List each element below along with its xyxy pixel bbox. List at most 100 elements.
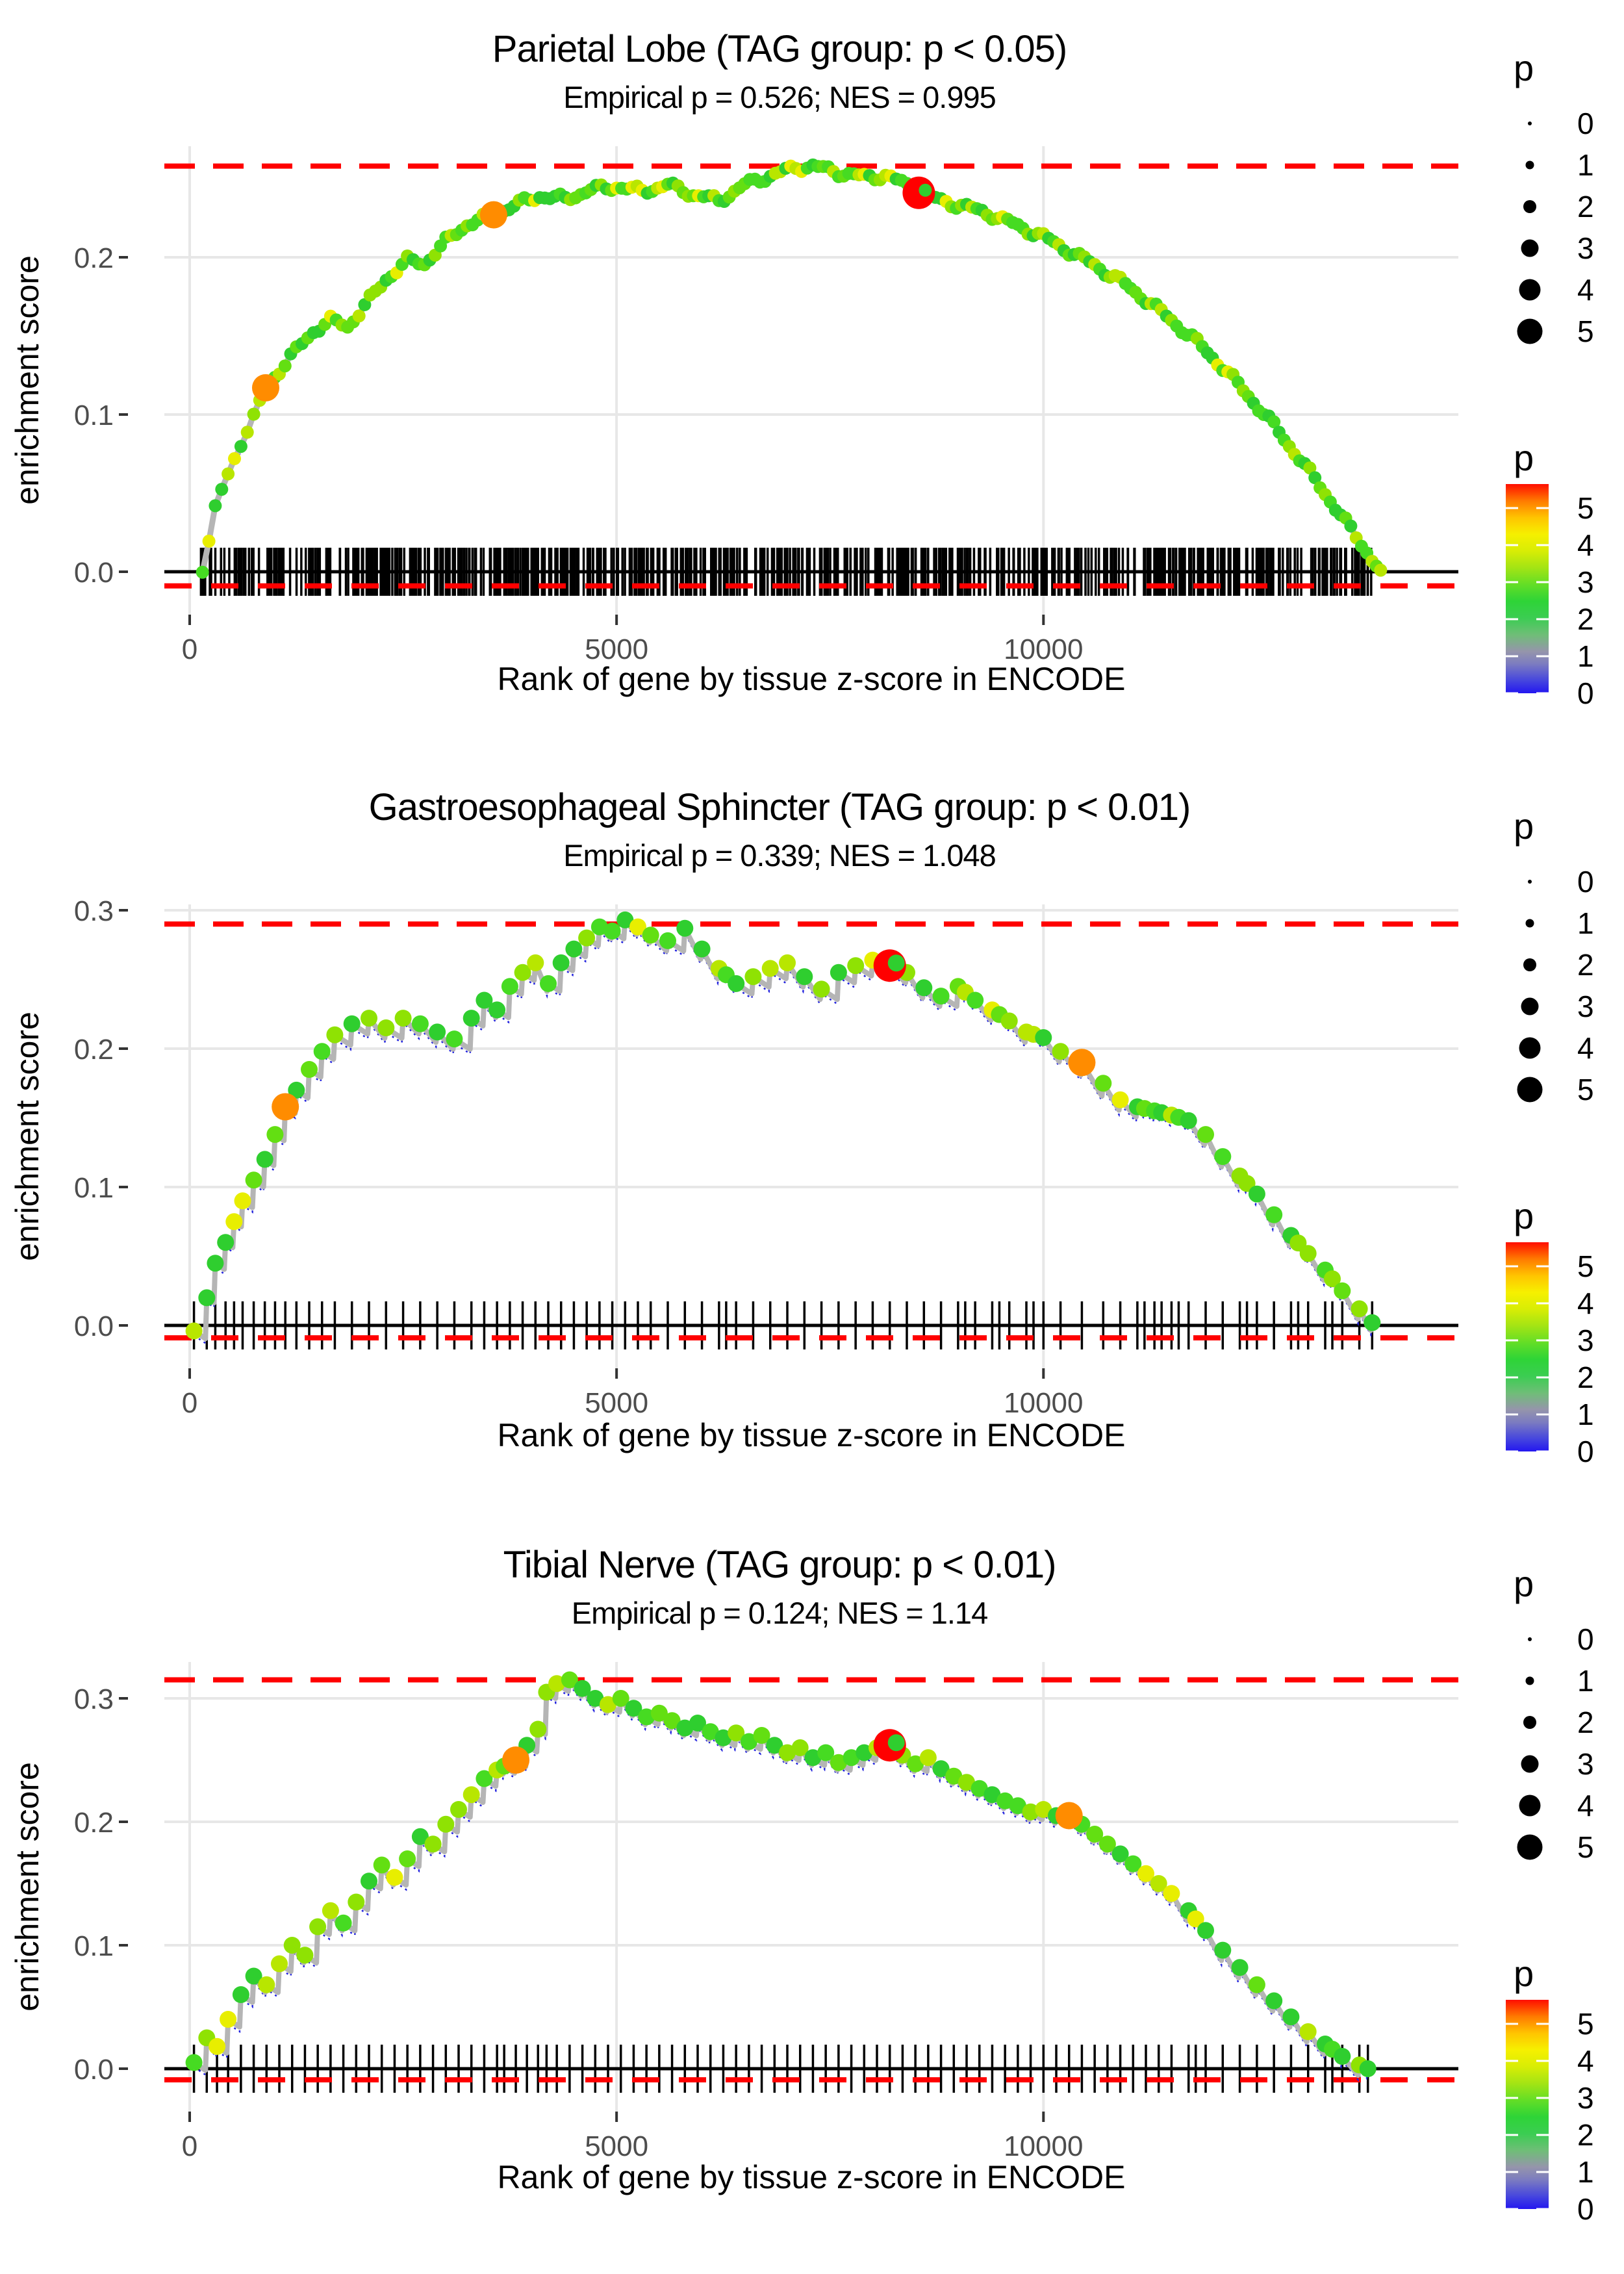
color-legend-label: 2	[1577, 2118, 1594, 2152]
color-legend-label: 5	[1577, 491, 1594, 525]
size-legend-label: 2	[1577, 190, 1594, 224]
y-tick-label: 0.0	[74, 2054, 114, 2086]
size-legend-label: 2	[1577, 948, 1594, 982]
size-legend-label: 0	[1577, 865, 1594, 899]
size-legend-dot	[1525, 160, 1534, 170]
size-legend-dot	[1517, 1077, 1543, 1103]
color-legend-bar	[1506, 1242, 1549, 1451]
panel-2-size-legend-title: p	[1514, 806, 1534, 847]
panel-1-es-line-blue	[201, 169, 1382, 578]
panel-1-y-axis-title: enrichment score	[9, 255, 45, 505]
panel-3-size-legend-title: p	[1514, 1563, 1534, 1604]
panel-3-size-legend: 0 1 2 3 4 5	[1517, 1622, 1594, 1864]
size-legend-label: 1	[1577, 148, 1594, 182]
panel-2-highlight-point	[1068, 1049, 1096, 1077]
panel-2-y-axis-title: enrichment score	[9, 1012, 45, 1261]
color-legend-label: 3	[1577, 1323, 1594, 1357]
panel-1-size-legend-title: p	[1514, 47, 1534, 88]
y-tick-label: 0.3	[74, 895, 114, 927]
size-legend-label: 4	[1577, 1031, 1594, 1065]
size-legend-dot	[1521, 997, 1539, 1016]
color-legend-label: 2	[1577, 602, 1594, 636]
color-legend-bar	[1506, 484, 1549, 693]
panel-2-subtitle: Empirical p = 0.339; NES = 1.048	[563, 838, 996, 873]
size-legend-dot	[1523, 200, 1536, 213]
panel-1-x-axis-title: Rank of gene by tissue z-score in ENCODE	[497, 661, 1126, 697]
panel-3-highlight-overlap-dot	[887, 1734, 905, 1752]
size-legend-label: 4	[1577, 273, 1594, 307]
panel-2-x-axis-title: Rank of gene by tissue z-score in ENCODE	[497, 1417, 1126, 1453]
x-tick-label: 5000	[585, 633, 648, 665]
panel-3-axes: 0.0 0.1 0.2 0.3 0 5000 10000	[74, 1683, 1084, 2162]
size-legend-dot	[1521, 1755, 1539, 1773]
color-legend-label: 1	[1577, 2155, 1594, 2189]
size-legend-label: 1	[1577, 1664, 1594, 1698]
x-tick-label: 10000	[1004, 633, 1083, 665]
size-legend-dot	[1521, 239, 1539, 257]
panel-3-color-legend-title: p	[1514, 1953, 1534, 1994]
color-legend-label: 4	[1577, 528, 1594, 562]
size-legend-dot	[1519, 1795, 1541, 1817]
panel-3-gene-dots	[185, 1671, 1377, 2077]
size-legend-dot	[1519, 279, 1541, 301]
panel-3-y-axis-title: enrichment score	[9, 1762, 45, 2012]
y-tick-label: 0.1	[74, 1930, 114, 1962]
panel-2-size-legend: 0 1 2 3 4 5	[1517, 865, 1594, 1106]
color-legend-label: 5	[1577, 2007, 1594, 2041]
panel-1-highlight-point	[251, 374, 279, 402]
panel-3-subtitle: Empirical p = 0.124; NES = 1.14	[571, 1596, 988, 1630]
y-tick-label: 0.2	[74, 1034, 114, 1066]
size-legend-label: 3	[1577, 231, 1594, 265]
panel-1-gene-dots	[196, 158, 1388, 579]
color-legend-label: 4	[1577, 1286, 1594, 1320]
x-tick-label: 10000	[1004, 2130, 1083, 2162]
size-legend-dot	[1528, 880, 1532, 884]
size-legend-dot	[1528, 121, 1532, 125]
size-legend-label: 5	[1577, 1073, 1594, 1106]
panel-3-gridlines	[164, 1662, 1458, 2112]
panel-2-color-legend: 543 2 1 0	[1506, 1242, 1594, 1468]
size-legend-dot	[1517, 318, 1543, 344]
color-legend-label: 3	[1577, 2081, 1594, 2115]
size-legend-label: 1	[1577, 906, 1594, 940]
panel-3-highlight-point	[502, 1746, 530, 1774]
x-tick-label: 5000	[585, 1387, 648, 1419]
panel-2-highlight-overlap-dot	[887, 954, 905, 972]
panel-1-highlight-overlap-dot	[919, 183, 932, 197]
color-legend-label: 0	[1577, 1435, 1594, 1468]
color-legend-bar	[1506, 2000, 1549, 2209]
color-legend-label: 2	[1577, 1361, 1594, 1394]
size-legend-dot	[1525, 919, 1534, 928]
color-legend-label: 4	[1577, 2044, 1594, 2078]
y-tick-label: 0.1	[74, 1172, 114, 1204]
panel-3-x-axis-title: Rank of gene by tissue z-score in ENCODE	[497, 2159, 1126, 2195]
x-tick-label: 5000	[585, 2130, 648, 2162]
panel-2-gene-dots	[185, 911, 1381, 1340]
x-tick-label: 0	[182, 1387, 197, 1419]
y-tick-label: 0.2	[74, 242, 114, 274]
y-tick-label: 0.2	[74, 1807, 114, 1839]
panel-3-highlight-point	[1055, 1802, 1083, 1830]
panel-1-axes: 0.0 0.1 0.2 0 5000 10000	[74, 242, 1084, 665]
size-legend-dot	[1523, 1716, 1536, 1729]
color-legend-label: 0	[1577, 676, 1594, 710]
x-tick-label: 10000	[1004, 1387, 1083, 1419]
panel-2-title: Gastroesophageal Sphincter (TAG group: p…	[368, 786, 1191, 828]
size-legend-label: 4	[1577, 1789, 1594, 1822]
color-legend-label: 3	[1577, 565, 1594, 599]
size-legend-dot	[1525, 1676, 1534, 1685]
x-tick-label: 0	[182, 2130, 197, 2162]
size-legend-label: 0	[1577, 107, 1594, 140]
panel-1-title: Parietal Lobe (TAG group: p < 0.05)	[492, 28, 1067, 70]
panel-1-gridlines	[164, 146, 1458, 615]
panel-2-axes: 0.0 0.1 0.2 0.3 0 5000 10000	[74, 895, 1084, 1419]
panel-2-es-line	[192, 917, 1375, 1342]
panel-2-color-legend-title: p	[1514, 1195, 1534, 1236]
